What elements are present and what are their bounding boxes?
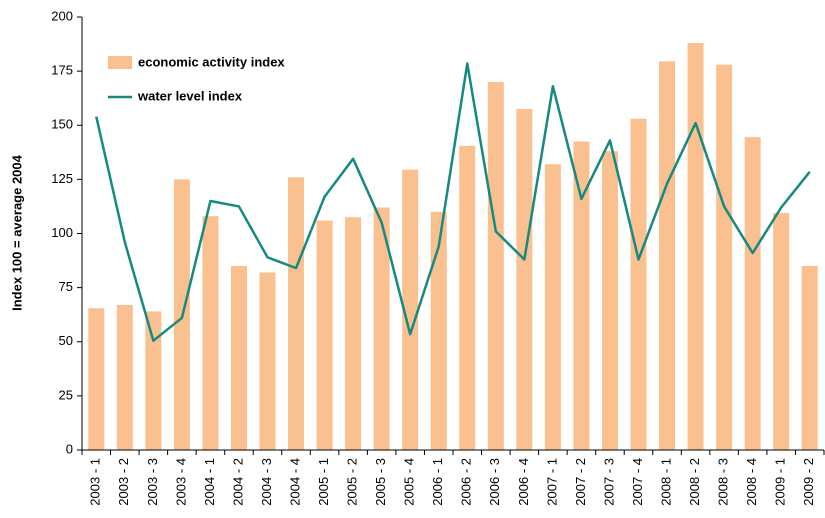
bar	[573, 141, 590, 451]
x-tick-label: 2007 - 2	[573, 458, 588, 506]
x-tick-label: 2006 - 2	[459, 458, 474, 506]
bar	[430, 211, 447, 450]
bar	[773, 212, 790, 450]
x-tick-label: 2007 - 1	[544, 458, 559, 506]
legend-label: economic activity index	[138, 54, 285, 69]
x-tick-label: 2003 - 2	[116, 458, 131, 506]
x-tick-label: 2004 - 2	[230, 458, 245, 506]
x-tick-label: 2007 - 4	[630, 458, 645, 506]
bar	[687, 42, 704, 450]
y-tick-label: 200	[51, 8, 73, 23]
x-tick-label: 2004 - 1	[202, 458, 217, 506]
x-tick-label: 2008 - 1	[658, 458, 673, 506]
x-tick-label: 2005 - 1	[316, 458, 331, 506]
y-tick-label: 0	[66, 441, 73, 456]
y-axis-title: Index 100 = average 2004	[9, 154, 24, 311]
bar	[345, 217, 362, 450]
x-tick-label: 2008 - 2	[687, 458, 702, 506]
y-tick-label: 125	[51, 171, 73, 186]
x-tick-label: 2007 - 3	[601, 458, 616, 506]
x-tick-label: 2009 - 1	[773, 458, 788, 506]
y-tick-label: 50	[59, 333, 73, 348]
bar	[459, 145, 476, 450]
x-tick-label: 2003 - 4	[173, 458, 188, 506]
bar	[259, 272, 276, 450]
x-tick-label: 2004 - 3	[259, 458, 274, 506]
bar	[716, 64, 733, 450]
legend-swatch-bar	[108, 56, 132, 69]
y-tick-label: 100	[51, 225, 73, 240]
bar	[316, 220, 333, 450]
y-tick-label: 175	[51, 63, 73, 78]
bar	[230, 265, 247, 450]
bar	[544, 164, 561, 450]
x-tick-label: 2003 - 1	[88, 458, 103, 506]
bar	[659, 61, 676, 450]
bar	[145, 311, 162, 450]
y-tick-label: 25	[59, 387, 73, 402]
bar	[516, 109, 533, 450]
bar	[202, 216, 219, 450]
y-tick-label: 150	[51, 117, 73, 132]
bar	[744, 137, 761, 450]
bar	[402, 169, 419, 450]
bar	[801, 265, 818, 450]
x-tick-label: 2008 - 3	[716, 458, 731, 506]
bar	[288, 177, 305, 450]
x-tick-label: 2005 - 3	[373, 458, 388, 506]
x-tick-label: 2003 - 3	[145, 458, 160, 506]
bar	[373, 207, 390, 450]
x-tick-label: 2006 - 1	[430, 458, 445, 506]
bar	[601, 151, 618, 451]
legend: economic activity index water level inde…	[108, 54, 285, 103]
line	[95, 62, 811, 342]
x-tick-label: 2005 - 2	[345, 458, 360, 506]
x-tick-label: 2009 - 2	[801, 458, 816, 506]
bar	[88, 308, 105, 450]
x-tick-label: 2006 - 3	[487, 458, 502, 506]
bar	[116, 304, 133, 450]
x-tick-label: 2005 - 4	[402, 458, 417, 506]
x-tick-label: 2004 - 4	[287, 458, 302, 506]
legend-label: water level index	[137, 88, 243, 103]
bar	[487, 81, 504, 450]
y-tick-label: 75	[59, 279, 73, 294]
x-tick-label: 2006 - 4	[516, 458, 531, 506]
x-tick-label: 2008 - 4	[744, 458, 759, 506]
bar	[630, 118, 647, 450]
